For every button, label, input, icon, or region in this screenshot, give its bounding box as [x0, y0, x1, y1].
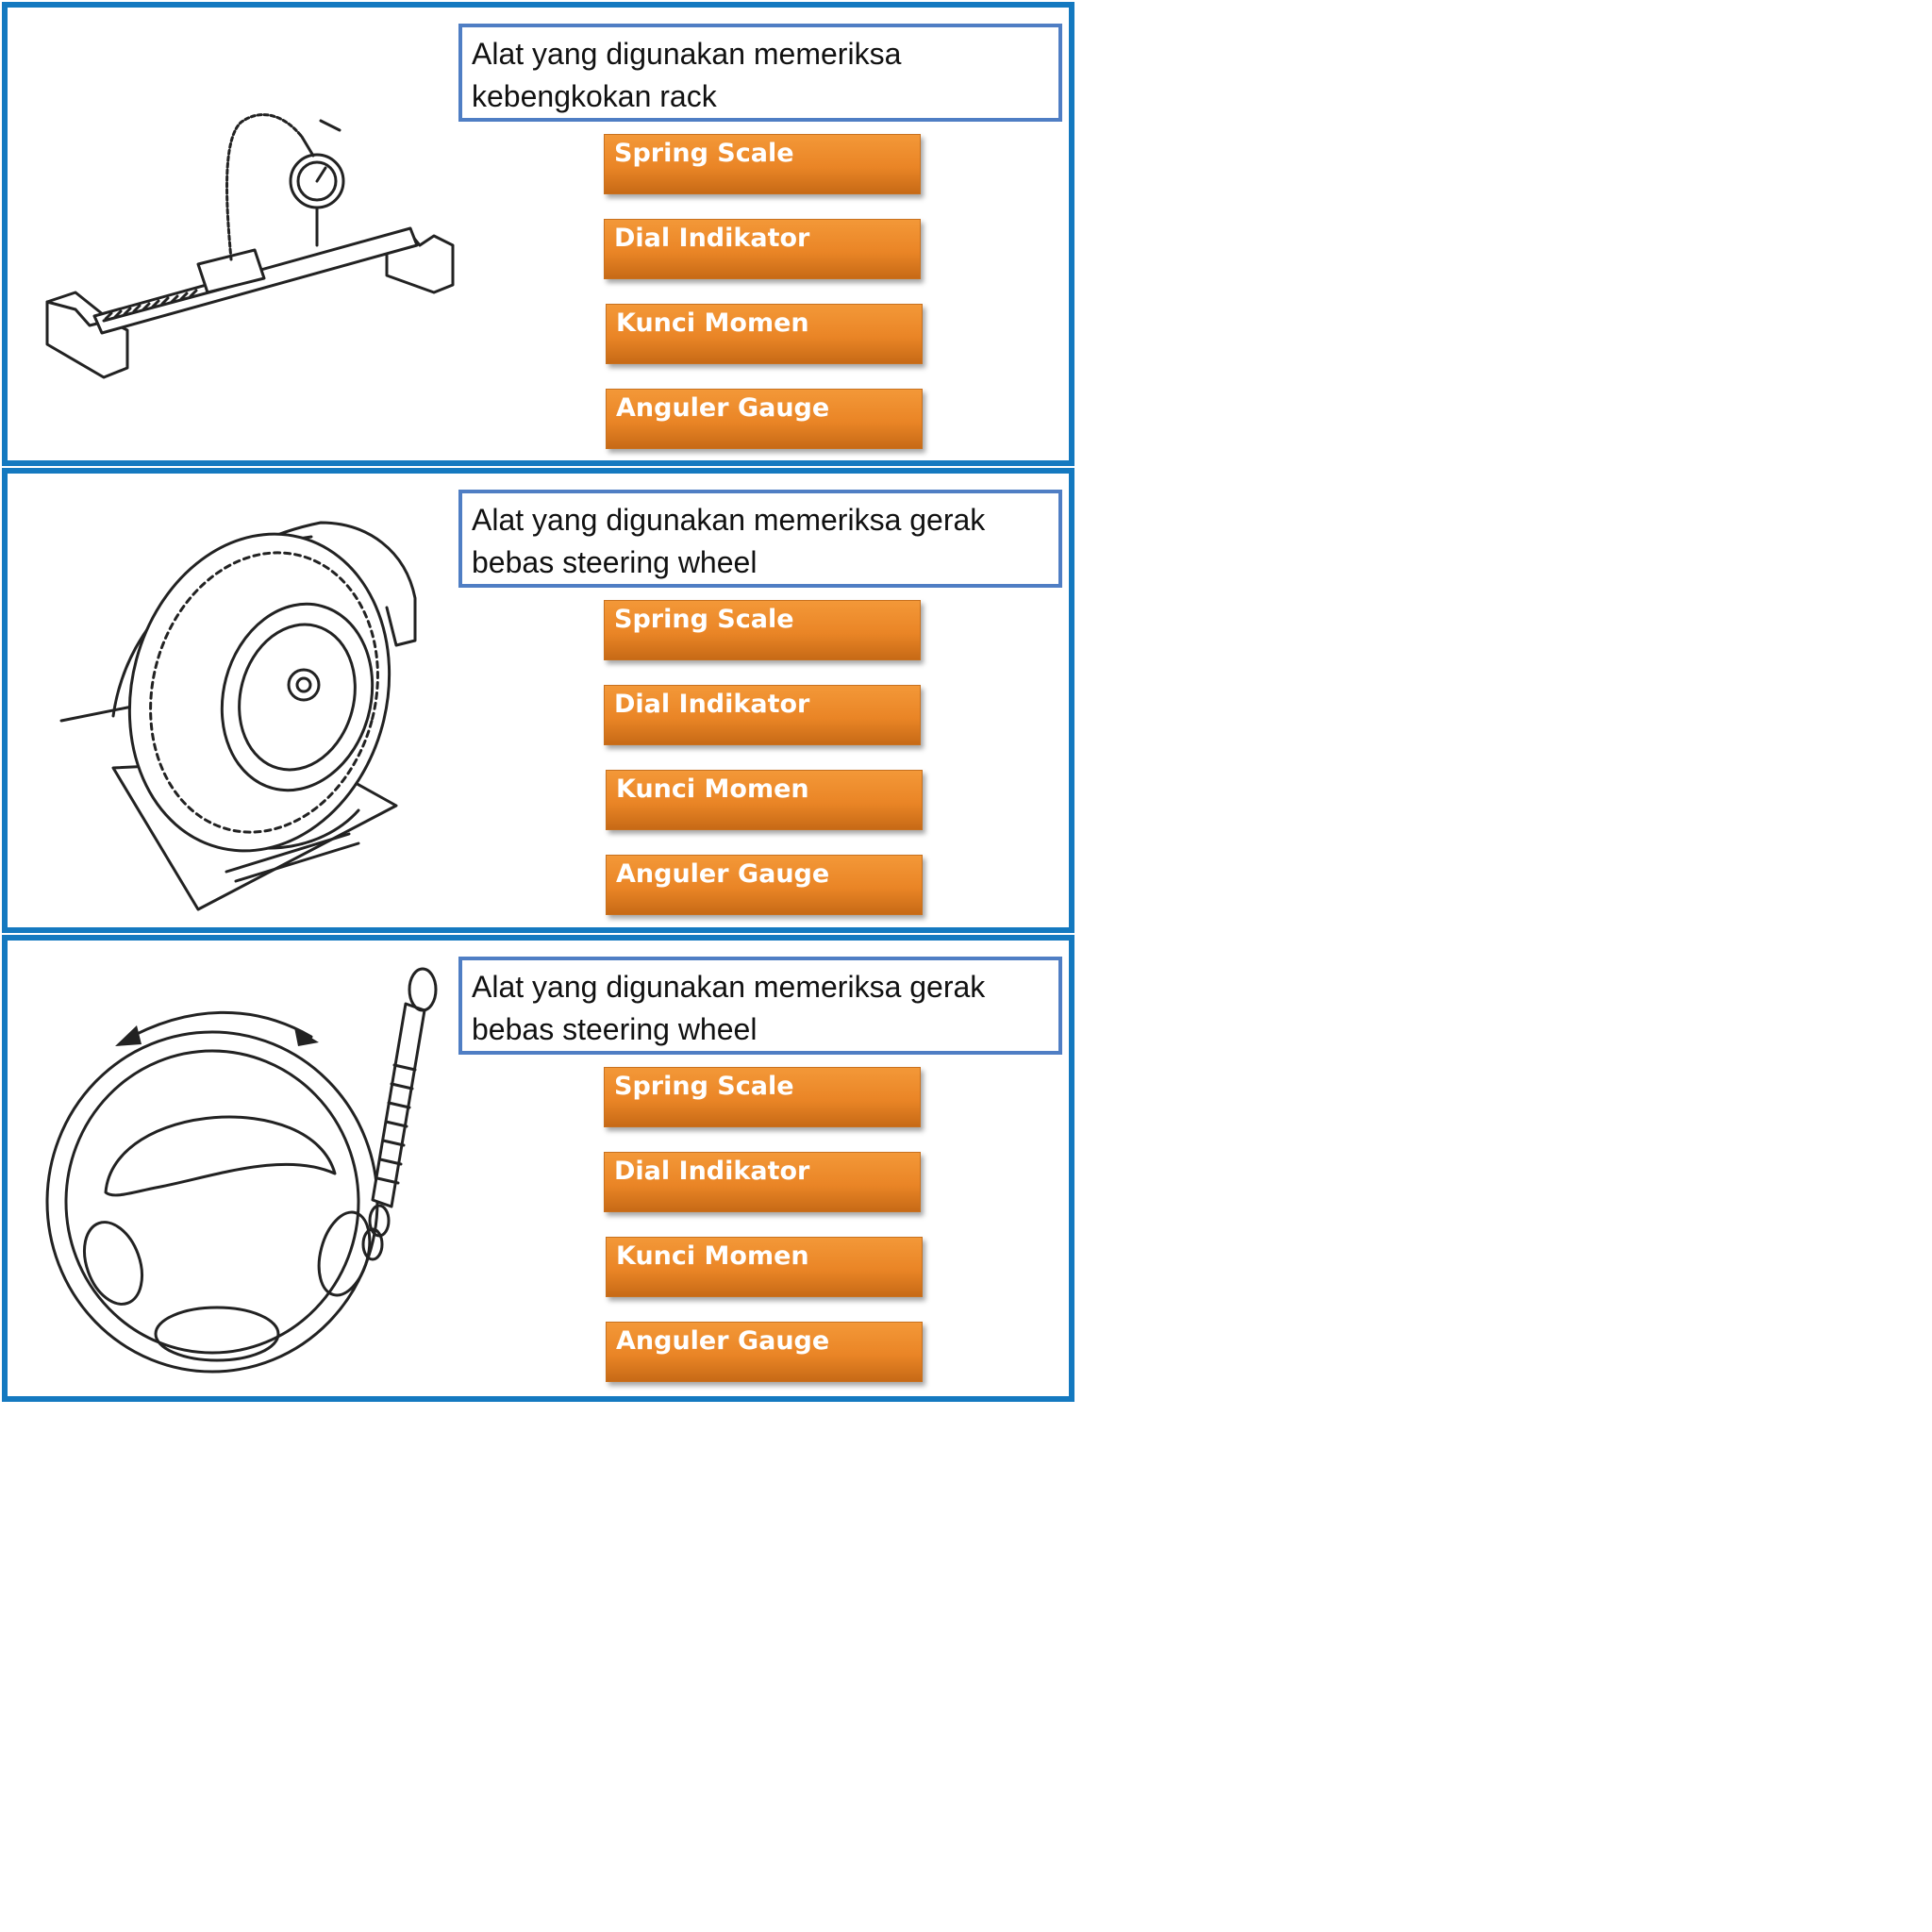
option-spring-scale-button[interactable]: Spring Scale [604, 1067, 921, 1127]
option-spring-scale-button[interactable]: Spring Scale [604, 134, 921, 194]
question-panel-3: Alat yang digunakan memeriksa gerak beba… [2, 935, 1074, 1402]
option-dial-indikator-button[interactable]: Dial Indikator [604, 685, 921, 745]
question-panel-2: Alat yang digunakan memeriksa gerak beba… [2, 468, 1074, 933]
option-kunci-momen-button[interactable]: Kunci Momen [606, 1237, 923, 1297]
question-text: Alat yang digunakan memeriksa gerak beba… [458, 490, 1062, 588]
question-text: Alat yang digunakan memeriksa gerak beba… [458, 957, 1062, 1055]
wheel-turning-radius-gauge-illustration [59, 521, 417, 911]
option-spring-scale-button[interactable]: Spring Scale [604, 600, 921, 660]
option-dial-indikator-button[interactable]: Dial Indikator [604, 1152, 921, 1212]
steering-wheel-spring-scale-illustration [45, 967, 438, 1374]
option-kunci-momen-button[interactable]: Kunci Momen [606, 304, 923, 364]
question-text: Alat yang digunakan memeriksa kebengkoka… [458, 24, 1062, 122]
option-anguler-gauge-button[interactable]: Anguler Gauge [606, 389, 923, 449]
option-dial-indikator-button[interactable]: Dial Indikator [604, 219, 921, 279]
option-anguler-gauge-button[interactable]: Anguler Gauge [606, 1322, 923, 1382]
option-kunci-momen-button[interactable]: Kunci Momen [606, 770, 923, 830]
option-anguler-gauge-button[interactable]: Anguler Gauge [606, 855, 923, 915]
rack-dial-gauge-illustration [45, 113, 455, 379]
question-panel-1: Alat yang digunakan memeriksa kebengkoka… [2, 2, 1074, 466]
